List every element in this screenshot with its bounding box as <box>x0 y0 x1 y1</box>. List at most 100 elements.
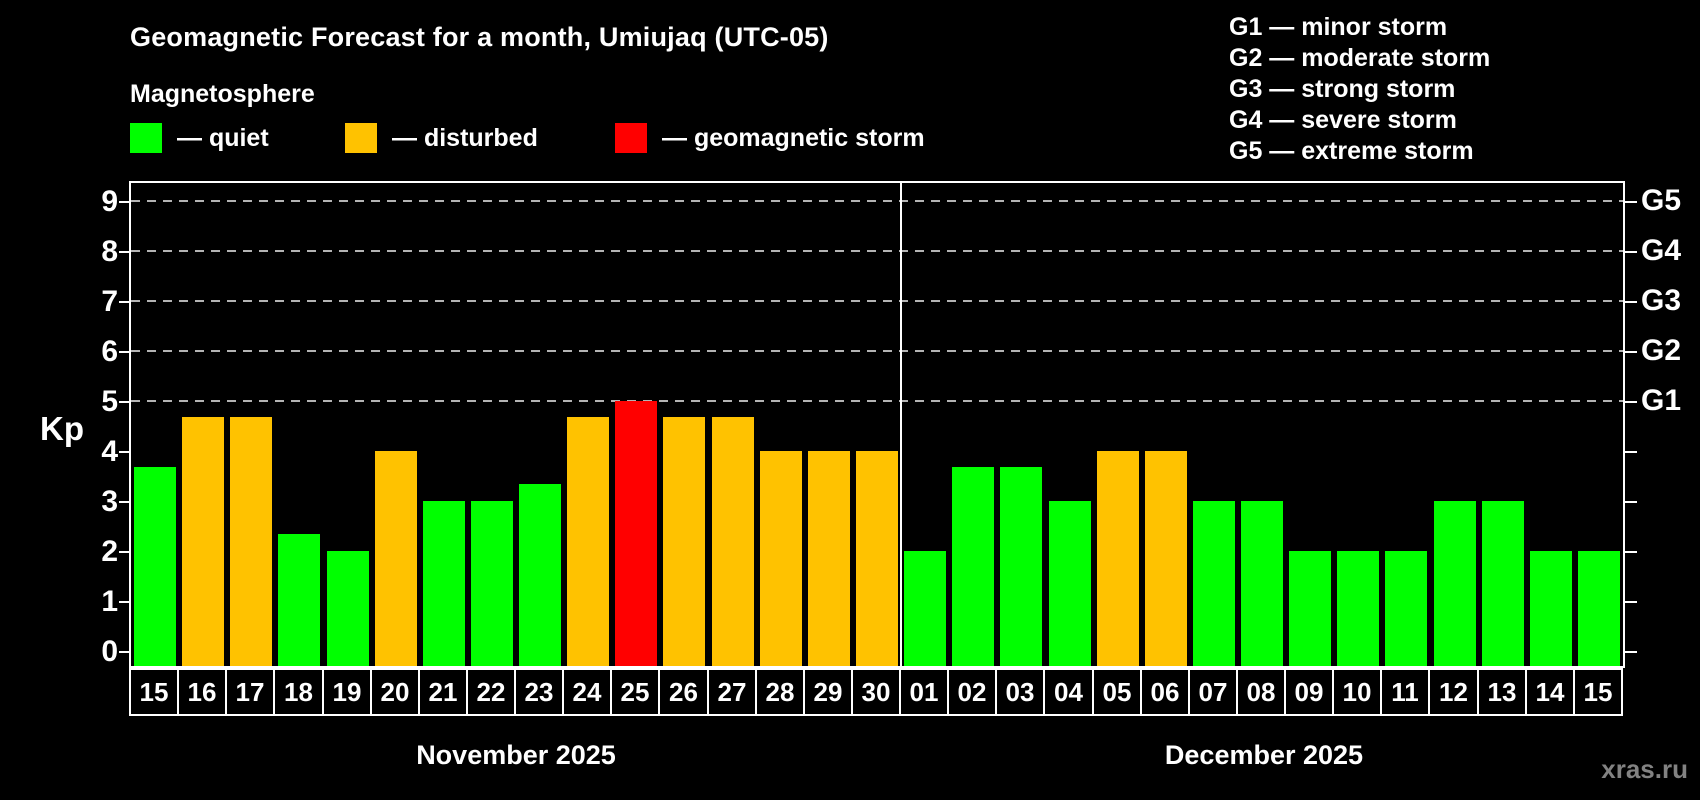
storm-scale-g5: G5 — extreme storm <box>1229 137 1474 165</box>
date-cell-dec-13: 13 <box>1477 668 1527 716</box>
date-cell-nov-16: 16 <box>177 668 227 716</box>
right-tick-kp-9 <box>1625 201 1637 203</box>
kp-bar-dec-01 <box>904 551 946 666</box>
kp-bar-nov-15 <box>134 467 176 666</box>
legend-label-storm: — geomagnetic storm <box>662 123 925 152</box>
kp-bar-dec-11 <box>1385 551 1427 666</box>
g-scale-label-g4: G4 <box>1641 234 1682 267</box>
kp-bar-dec-05 <box>1097 451 1139 666</box>
storm-color-swatch <box>615 123 647 153</box>
y-tick-label-6: 6 <box>101 335 118 368</box>
kp-bar-dec-04 <box>1049 501 1091 666</box>
y-tick-label-4: 4 <box>101 435 118 468</box>
kp-bar-dec-14 <box>1530 551 1572 666</box>
left-tick-kp-9 <box>119 201 129 203</box>
disturbed-color-swatch <box>345 123 377 153</box>
kp-bar-nov-30 <box>856 451 898 666</box>
date-cell-nov-29: 29 <box>803 668 853 716</box>
date-cell-dec-10: 10 <box>1332 668 1382 716</box>
date-cell-dec-01: 01 <box>899 668 949 716</box>
date-cell-nov-18: 18 <box>273 668 324 716</box>
right-tick-kp-4 <box>1625 451 1637 453</box>
date-cell-dec-15: 15 <box>1573 668 1623 716</box>
date-cell-nov-15: 15 <box>129 668 179 716</box>
right-tick-kp-7 <box>1625 301 1637 303</box>
legend-item-storm: — geomagnetic storm <box>615 122 925 154</box>
y-tick-label-2: 2 <box>101 535 118 568</box>
kp-bar-nov-16 <box>182 417 224 666</box>
date-cell-nov-24: 24 <box>562 668 612 716</box>
kp-bar-dec-06 <box>1145 451 1187 666</box>
left-tick-kp-1 <box>119 601 129 603</box>
kp-bar-nov-21 <box>423 501 465 666</box>
kp-bar-dec-12 <box>1434 501 1476 666</box>
date-cell-dec-03: 03 <box>995 668 1045 716</box>
y-tick-label-3: 3 <box>101 485 118 518</box>
kp-bar-nov-19 <box>327 551 369 666</box>
y-tick-label-7: 7 <box>101 285 118 318</box>
date-cell-dec-08: 08 <box>1236 668 1286 716</box>
g-scale-label-g1: G1 <box>1641 384 1682 417</box>
gridline-kp-5 <box>131 400 1623 402</box>
kp-bar-nov-18 <box>278 534 320 666</box>
left-tick-kp-8 <box>119 251 129 253</box>
kp-bar-dec-08 <box>1241 501 1283 666</box>
date-cell-dec-05: 05 <box>1092 668 1142 716</box>
date-cell-dec-09: 09 <box>1284 668 1334 716</box>
date-cell-nov-21: 21 <box>418 668 468 716</box>
date-cell-nov-27: 27 <box>707 668 757 716</box>
g-scale-label-g2: G2 <box>1641 334 1682 367</box>
date-cell-nov-30: 30 <box>851 668 901 716</box>
kp-bar-dec-10 <box>1337 551 1379 666</box>
gridline-kp-6 <box>131 350 1623 352</box>
storm-scale-g2: G2 — moderate storm <box>1229 44 1491 72</box>
kp-bar-nov-23 <box>519 484 561 666</box>
left-tick-kp-5 <box>119 401 129 403</box>
y-tick-label-1: 1 <box>101 585 118 618</box>
plot-area <box>129 181 1625 668</box>
kp-bar-dec-13 <box>1482 501 1524 666</box>
storm-scale-g4: G4 — severe storm <box>1229 106 1457 134</box>
kp-bar-nov-28 <box>760 451 802 666</box>
kp-bar-nov-25 <box>615 401 657 666</box>
kp-bar-nov-17 <box>230 417 272 666</box>
date-cell-nov-22: 22 <box>466 668 516 716</box>
date-cell-nov-23: 23 <box>514 668 564 716</box>
date-cell-dec-11: 11 <box>1380 668 1430 716</box>
legend-item-disturbed: — disturbed <box>345 122 538 154</box>
gridline-kp-7 <box>131 300 1623 302</box>
y-tick-label-5: 5 <box>101 385 118 418</box>
date-cell-dec-06: 06 <box>1140 668 1190 716</box>
storm-scale-legend: G1 — minor storm G2 — moderate storm G3 … <box>1229 12 1490 167</box>
legend-label-disturbed: — disturbed <box>392 123 538 152</box>
date-cell-dec-04: 04 <box>1043 668 1094 716</box>
month-divider <box>900 183 902 666</box>
kp-bar-nov-20 <box>375 451 417 666</box>
right-tick-kp-6 <box>1625 351 1637 353</box>
date-cell-dec-12: 12 <box>1428 668 1479 716</box>
date-cell-dec-14: 14 <box>1525 668 1575 716</box>
date-cell-nov-26: 26 <box>658 668 709 716</box>
kp-bar-nov-24 <box>567 417 609 666</box>
right-tick-kp-8 <box>1625 251 1637 253</box>
kp-bar-nov-29 <box>808 451 850 666</box>
watermark: xras.ru <box>1601 754 1688 784</box>
right-tick-kp-5 <box>1625 401 1637 403</box>
left-tick-kp-7 <box>119 301 129 303</box>
legend-item-quiet: — quiet <box>130 122 269 154</box>
y-tick-label-9: 9 <box>101 185 118 218</box>
date-cell-nov-25: 25 <box>610 668 660 716</box>
date-cell-nov-20: 20 <box>370 668 420 716</box>
page-title: Geomagnetic Forecast for a month, Umiuja… <box>130 22 829 52</box>
date-cell-dec-02: 02 <box>947 668 997 716</box>
month-label-december: December 2025 <box>1164 740 1364 770</box>
kp-bar-dec-15 <box>1578 551 1620 666</box>
y-tick-label-8: 8 <box>101 235 118 268</box>
kp-bar-dec-02 <box>952 467 994 666</box>
kp-bar-dec-07 <box>1193 501 1235 666</box>
month-label-november: November 2025 <box>416 740 616 770</box>
legend-label-quiet: — quiet <box>177 123 269 152</box>
kp-bar-nov-27 <box>712 417 754 666</box>
right-tick-kp-3 <box>1625 501 1637 503</box>
left-tick-kp-3 <box>119 501 129 503</box>
